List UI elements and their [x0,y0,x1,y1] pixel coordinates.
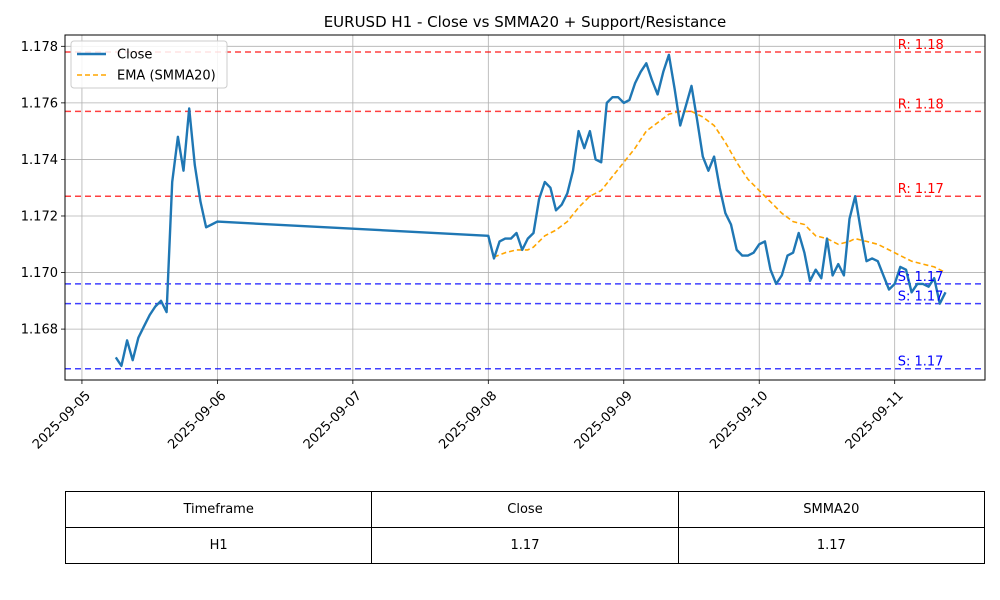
x-tick-label: 2025-09-09 [572,388,636,452]
line-annotations: R: 1.18 R: 1.18 R: 1.17 S: 1.17 S: 1.17 S: 1.… [898,38,944,370]
x-tick-label: 2025-09-07 [301,388,365,452]
legend-label: EMA (SMMA20) [117,69,216,84]
legend-label: Close [117,48,152,63]
table-cell: 1.17 [677,527,986,564]
x-tick-label: 2025-09-11 [843,388,907,452]
table-header-cell: SMMA20 [677,491,986,528]
series [114,53,947,368]
resistance-label: R: 1.18 [898,97,944,112]
close-series-line [114,53,947,368]
y-tick-label: 1.170 [21,266,58,281]
x-tick-label: 2025-09-06 [165,388,229,452]
table-cell: 1.17 [371,527,679,564]
table-cell: H1 [64,527,373,564]
support-label: S: 1.17 [898,270,944,285]
support-label: S: 1.17 [898,355,944,370]
legend-box [70,40,228,89]
table-header-cell: Close [371,491,679,528]
ema-series-line [493,110,946,274]
y-tick-label: 1.168 [21,323,58,338]
table-header-cell: Timeframe [64,491,373,528]
y-tick-label: 1.172 [21,209,58,224]
y-tick-label: 1.176 [21,96,58,111]
legend: Close EMA (SMMA20) [70,40,228,89]
x-tick-label: 2025-09-08 [436,388,500,452]
y-tick-label: 1.178 [21,40,58,55]
x-tick-label: 2025-09-10 [707,388,771,452]
plot-frame [64,34,986,381]
resistance-label: R: 1.17 [898,182,944,197]
summary-table: Timeframe Close SMMA20 H1 1.17 1.17 [64,491,986,564]
chart: EURUSD H1 - Close vs SMMA20 + Support/Re… [21,13,986,453]
axes: 2025-09-05 2025-09-06 2025-09-07 2025-09-08… [21,40,907,453]
support-label: S: 1.17 [898,290,944,305]
chart-title: EURUSD H1 - Close vs SMMA20 + Support/Re… [324,13,727,31]
y-tick-label: 1.174 [21,153,58,168]
table-row: H1 1.17 1.17 [64,527,986,564]
resistance-label: R: 1.18 [898,38,944,53]
x-tick-label: 2025-09-05 [30,388,94,452]
grid [65,35,985,380]
table-header-row: Timeframe Close SMMA20 [64,491,986,528]
